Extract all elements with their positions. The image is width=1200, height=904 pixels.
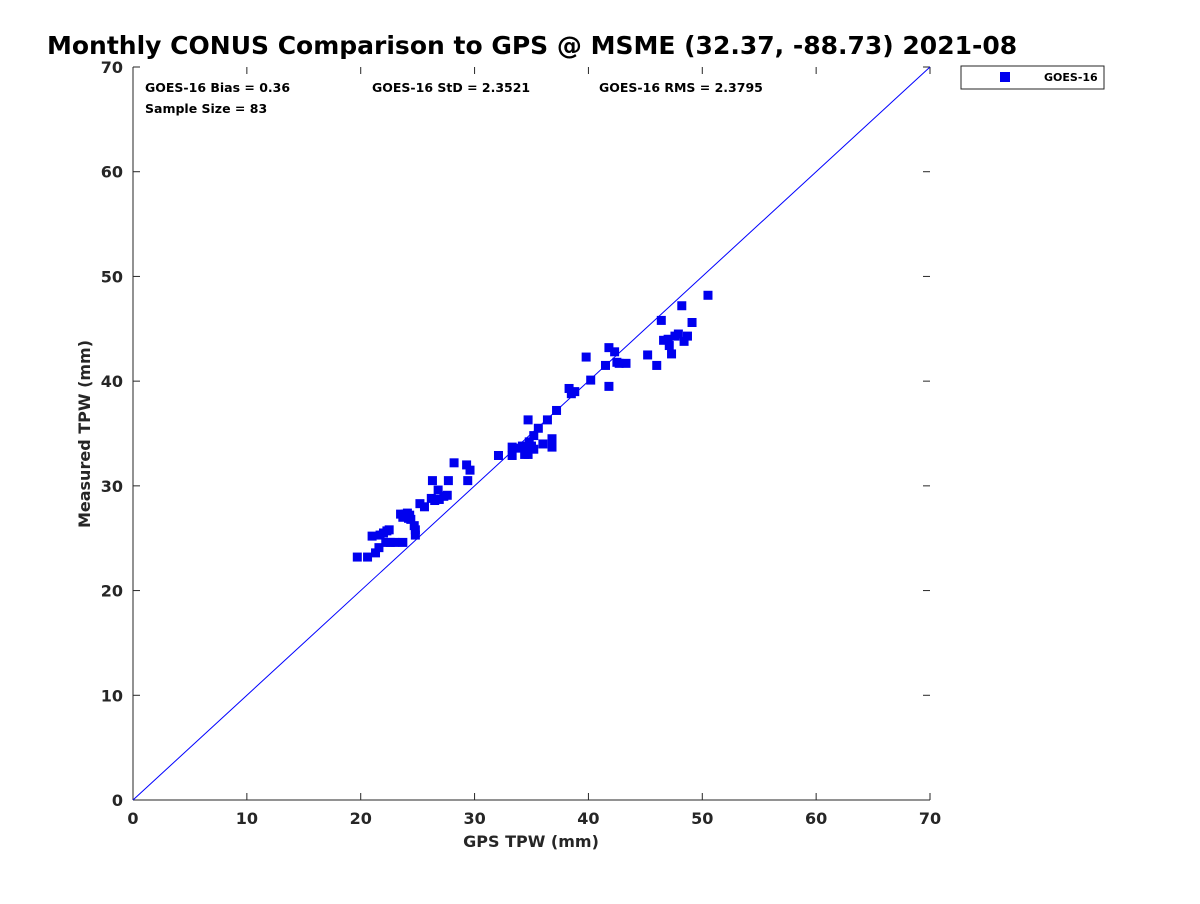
data-point — [521, 443, 531, 453]
y-tick-label: 10 — [101, 686, 123, 705]
x-tick-label: 0 — [127, 809, 138, 828]
plot-area: 0 10 20 30 40 50 60 70 0 10 20 30 40 50 60 70 — [101, 58, 941, 828]
data-point — [352, 552, 362, 562]
data-point — [656, 315, 666, 325]
axis-ticks: 0 10 20 30 40 50 60 70 0 10 20 30 40 50 60 70 — [101, 58, 941, 828]
data-point — [410, 530, 420, 540]
data-point — [462, 460, 472, 470]
y-axis-label: Measured TPW (mm) — [75, 340, 94, 528]
x-tick-label: 40 — [577, 809, 599, 828]
data-point — [430, 496, 440, 506]
data-point — [465, 465, 475, 475]
data-point — [663, 334, 673, 344]
data-point — [621, 358, 631, 368]
data-point — [381, 537, 391, 547]
y-tick-label: 20 — [101, 582, 123, 601]
data-point — [529, 431, 539, 441]
y-tick-label: 40 — [101, 372, 123, 391]
legend-box — [960, 65, 1105, 90]
legend-marker-goes-16 — [1000, 72, 1010, 82]
data-point — [610, 347, 620, 357]
x-tick-label: 70 — [919, 809, 941, 828]
stat-rms: GOES-16 RMS = 2.3795 — [599, 80, 763, 95]
data-point — [523, 415, 533, 425]
data-point — [679, 336, 689, 346]
data-point — [493, 450, 503, 460]
data-point — [547, 442, 557, 452]
legend-label-goes-16: GOES-16 — [1044, 71, 1098, 84]
data-point — [570, 387, 580, 397]
data-point — [523, 449, 533, 459]
data-point — [652, 360, 662, 370]
data-point — [463, 476, 473, 486]
data-point — [427, 476, 437, 486]
data-point — [363, 552, 373, 562]
data-point — [442, 490, 452, 500]
data-point — [410, 525, 420, 535]
data-point — [434, 494, 444, 504]
data-point — [538, 439, 548, 449]
data-point — [415, 499, 425, 509]
data-point — [385, 537, 395, 547]
data-point — [512, 443, 522, 453]
data-point — [643, 350, 653, 360]
y-tick-label: 30 — [101, 477, 123, 496]
x-axis-label: GPS TPW (mm) — [463, 832, 599, 851]
data-point — [552, 405, 562, 415]
y-tick-label: 70 — [101, 58, 123, 77]
x-tick-label: 30 — [463, 809, 485, 828]
data-point — [564, 383, 574, 393]
data-point — [529, 444, 539, 454]
chart-title: Monthly CONUS Comparison to GPS @ MSME (… — [47, 31, 1017, 60]
data-point — [398, 537, 408, 547]
stat-std: GOES-16 StD = 2.3521 — [372, 80, 530, 95]
x-tick-label: 50 — [691, 809, 713, 828]
stat-sample-size: Sample Size = 83 — [145, 101, 267, 116]
data-point — [581, 352, 591, 362]
data-point — [586, 375, 596, 385]
data-point — [404, 513, 414, 523]
data-point — [443, 476, 453, 486]
data-point — [687, 318, 697, 328]
data-point — [682, 331, 692, 341]
x-tick-label: 20 — [350, 809, 372, 828]
data-point — [419, 502, 429, 512]
y-tick-label: 50 — [101, 267, 123, 286]
data-point — [604, 381, 614, 391]
data-point — [664, 341, 674, 351]
data-point — [384, 525, 394, 535]
data-point — [433, 485, 443, 495]
data-point — [703, 290, 713, 300]
data-point — [604, 343, 614, 353]
data-point — [390, 537, 400, 547]
data-point — [449, 458, 459, 468]
data-points — [352, 290, 713, 562]
x-tick-label: 10 — [236, 809, 258, 828]
data-point — [659, 335, 669, 345]
data-point — [542, 415, 552, 425]
y-tick-label: 60 — [101, 163, 123, 182]
data-point — [367, 531, 377, 541]
data-point — [614, 358, 624, 368]
data-point — [547, 434, 557, 444]
data-point — [601, 360, 611, 370]
y-tick-label: 0 — [112, 791, 123, 810]
x-tick-label: 60 — [805, 809, 827, 828]
data-point — [374, 543, 384, 553]
data-point — [673, 329, 683, 339]
stat-bias: GOES-16 Bias = 0.36 — [145, 80, 290, 95]
data-point — [677, 301, 687, 311]
data-point — [507, 442, 517, 452]
data-point — [507, 450, 517, 460]
data-point — [371, 548, 381, 558]
data-point — [533, 423, 543, 433]
legend: GOES-16 — [960, 65, 1105, 90]
data-point — [667, 349, 677, 359]
